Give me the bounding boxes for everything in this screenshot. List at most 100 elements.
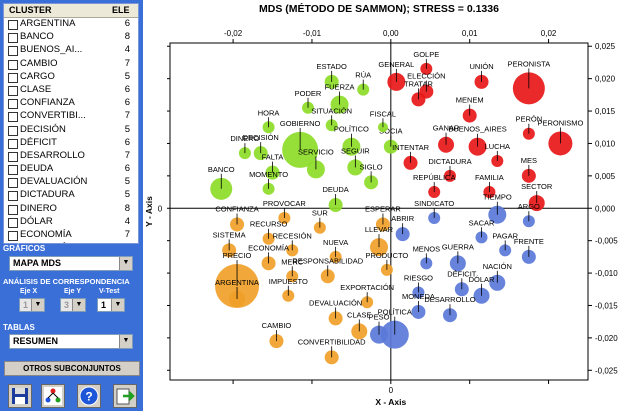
cluster-count: 8 <box>124 202 130 214</box>
cluster-name: DEVALUACIÓN <box>20 176 88 188</box>
eje-y-select[interactable]: 3 ▼ <box>60 298 86 312</box>
chevron-down-icon[interactable]: ▼ <box>119 335 132 348</box>
cluster-count: 4 <box>124 215 130 227</box>
checkbox[interactable] <box>8 138 18 149</box>
point-label: FRENTE <box>514 237 544 246</box>
list-item[interactable]: DECISIÓN 5 <box>4 124 138 137</box>
list-item[interactable]: CARGO 5 <box>4 71 138 84</box>
cluster-count: 7 <box>124 229 130 240</box>
help-icon: ? <box>79 386 99 406</box>
cluster-column-header[interactable]: CLUSTER <box>9 5 52 15</box>
y-tick-label: 0,010 <box>595 139 616 148</box>
point-label: POLÍTICA <box>378 308 412 317</box>
point-label: INTENTAR <box>392 143 430 152</box>
y-tick-label: -0,010 <box>595 269 618 278</box>
point-label: DINERO <box>230 134 259 143</box>
list-item[interactable]: DÓLAR 4 <box>4 216 138 229</box>
point-label: PERONISTA <box>507 59 550 68</box>
cluster-name: ECONOMÍA <box>20 242 72 243</box>
list-item[interactable]: BUENOS_AI... 4 <box>4 44 138 57</box>
checkbox[interactable] <box>8 46 18 57</box>
otros-subconjuntos-button[interactable]: OTROS SUBCONJUNTOS <box>4 361 140 376</box>
graficos-select[interactable]: MAPA MDS ▼ <box>9 256 133 271</box>
list-item[interactable]: CONVERTIBI... 7 <box>4 110 138 123</box>
exit-door-icon <box>116 388 135 405</box>
cluster-name: CARGO <box>20 70 55 82</box>
cluster-list[interactable]: CLUSTER ELE ARGENTINA 6 BANCO 8 BUENOS_AI...… <box>3 3 139 244</box>
checkbox[interactable] <box>8 231 18 241</box>
point-label: SERVICIO <box>298 147 334 156</box>
point-label: NUEVA <box>323 238 348 247</box>
tablas-select[interactable]: RESUMEN ▼ <box>9 334 133 349</box>
floppy-icon <box>12 388 28 404</box>
checkbox[interactable] <box>8 165 18 176</box>
list-item[interactable]: DEUDA 6 <box>4 163 138 176</box>
point-label: LUCHA <box>485 142 510 151</box>
list-item[interactable]: ARGENTINA 6 <box>4 18 138 31</box>
y-tick-label: -0,005 <box>595 237 618 246</box>
chevron-down-icon[interactable]: ▼ <box>31 299 44 311</box>
list-item[interactable]: DINERO 8 <box>4 203 138 216</box>
point-label: PERONISMO <box>537 118 583 127</box>
checkbox[interactable] <box>8 125 18 136</box>
point-label: CONVERTIBILIDAD <box>298 337 366 346</box>
checkbox[interactable] <box>8 99 18 110</box>
cluster-count: 6 <box>124 83 130 95</box>
list-item[interactable]: ECONOMÍA 7 <box>4 229 138 242</box>
checkbox[interactable] <box>8 151 18 162</box>
cluster-name: DINERO <box>20 202 57 214</box>
list-item[interactable]: DESARROLLO 7 <box>4 150 138 163</box>
list-item[interactable]: CAMBIO 7 <box>4 58 138 71</box>
checkbox[interactable] <box>8 204 18 215</box>
chevron-down-icon[interactable]: ▼ <box>72 299 85 311</box>
point-label: PESO <box>369 313 390 322</box>
save-floppy-button[interactable] <box>8 384 32 408</box>
list-item[interactable]: DICTADURA 5 <box>4 189 138 202</box>
checkbox[interactable] <box>8 85 18 96</box>
eje-x-label: Eje X <box>20 288 38 295</box>
y-tick-label: -0,025 <box>595 366 618 375</box>
point-label: GENERAL <box>378 60 414 69</box>
eje-y-value: 3 <box>64 300 70 310</box>
point-label: HORA <box>258 108 280 117</box>
x-tick-label: -0,01 <box>303 29 322 38</box>
point-label: RECURSO <box>250 220 288 229</box>
ele-column-header[interactable]: ELE <box>112 5 130 15</box>
checkbox[interactable] <box>8 72 18 83</box>
eje-x-select[interactable]: 1 ▼ <box>19 298 45 312</box>
point-label: RIESGO <box>404 274 433 283</box>
list-item[interactable]: CONFIANZA 6 <box>4 97 138 110</box>
chevron-down-icon[interactable]: ▼ <box>111 299 124 311</box>
point-label: BANCO <box>208 165 235 174</box>
point-label: MENOS <box>413 244 441 253</box>
cluster-count: 5 <box>124 70 130 82</box>
checkbox[interactable] <box>8 178 18 189</box>
exit-button[interactable] <box>113 384 137 408</box>
cluster-count: 5 <box>124 176 130 188</box>
point-label: CLASE <box>347 310 372 319</box>
checkbox[interactable] <box>8 217 18 228</box>
cluster-name: CLASE <box>20 83 52 95</box>
list-item[interactable]: BANCO 8 <box>4 31 138 44</box>
list-item[interactable]: CLASE 6 <box>4 84 138 97</box>
list-item[interactable]: DÉFICIT 6 <box>4 137 138 150</box>
analisis-label: ANÁLISIS DE CORRESPONDENCIA <box>3 277 130 286</box>
chevron-down-icon[interactable]: ▼ <box>119 257 132 270</box>
checkbox[interactable] <box>8 191 18 202</box>
checkbox[interactable] <box>8 112 18 123</box>
point-label: FAMILIA <box>475 173 504 182</box>
help-button[interactable]: ? <box>77 384 101 408</box>
list-item[interactable]: DEVALUACIÓN 5 <box>4 176 138 189</box>
x-tick-label: 0,00 <box>383 29 399 38</box>
cluster-count: 4 <box>124 44 130 56</box>
checkbox[interactable] <box>8 20 18 30</box>
vtest-label: V-Test <box>99 288 120 295</box>
tree-button[interactable] <box>41 384 65 408</box>
vtest-select[interactable]: 1 ▼ <box>97 298 125 312</box>
list-item[interactable]: ECONOMÍA 5 <box>4 242 138 243</box>
cluster-name: CONFIANZA <box>20 97 75 109</box>
checkbox[interactable] <box>8 59 18 70</box>
point-label: ARGENTINA <box>215 278 259 287</box>
checkbox[interactable] <box>8 33 18 44</box>
point-label: GOBIERNO <box>280 119 321 128</box>
